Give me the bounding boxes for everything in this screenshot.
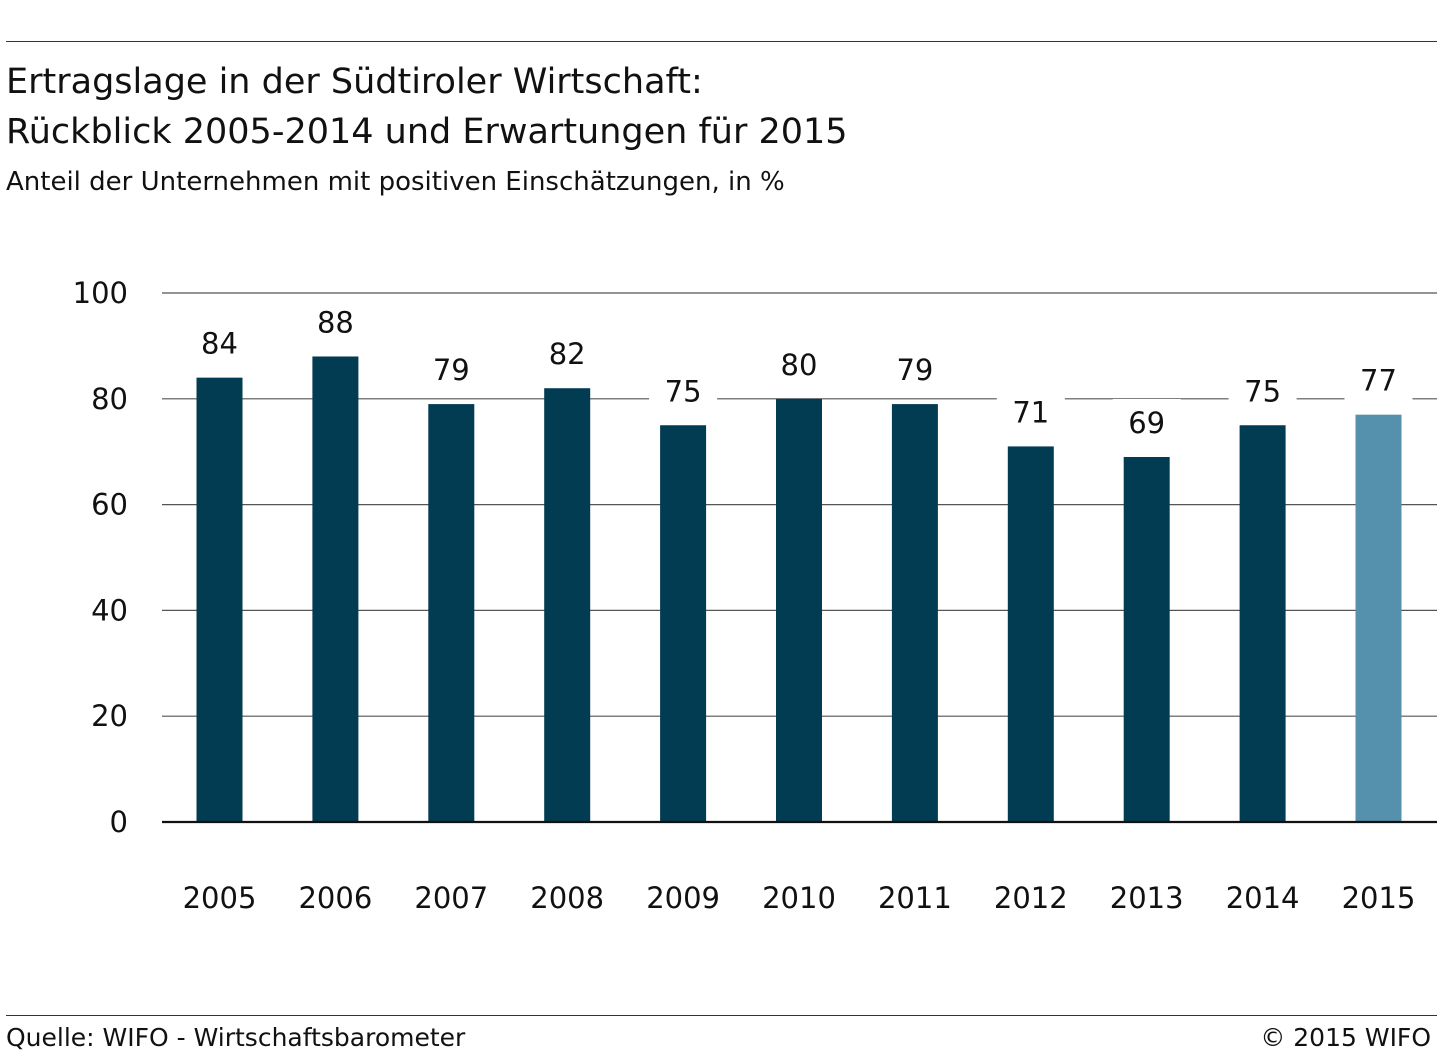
x-tick-label-2009: 2009 — [646, 881, 720, 915]
y-tick-label: 80 — [91, 382, 128, 416]
data-labels: 84 88 79 82 75 80 79 71 69 75 77 — [185, 298, 1413, 445]
x-tick-label-2005: 2005 — [183, 881, 257, 915]
x-tick-label-2010: 2010 — [762, 881, 836, 915]
bar-2005 — [196, 377, 243, 822]
data-label-backdrop — [880, 346, 949, 393]
bar-2012 — [1007, 446, 1054, 822]
source-note: Quelle: WIFO - Wirtschaftsbarometer — [6, 1023, 466, 1052]
bar-2007 — [428, 404, 475, 822]
data-label-2009: 75 — [665, 374, 702, 408]
x-tick-label-2015: 2015 — [1342, 881, 1416, 915]
data-label-2006: 88 — [317, 305, 354, 339]
data-label-2015: 77 — [1360, 364, 1397, 398]
data-label-backdrop — [765, 340, 833, 387]
bar-2014 — [1239, 425, 1286, 822]
data-label-2005: 84 — [201, 327, 238, 361]
bar-2009 — [660, 425, 707, 822]
bars — [196, 356, 1402, 822]
data-label-2008: 82 — [549, 337, 586, 371]
chart-subtitle: Anteil der Unternehmen mit positiven Ein… — [6, 167, 785, 197]
y-axis-ticks: 0 20 40 60 80 100 — [73, 276, 128, 839]
data-label-backdrop — [185, 319, 254, 366]
bar-2006 — [312, 356, 359, 822]
bottom-rule — [6, 1015, 1437, 1016]
y-tick-label: 40 — [91, 593, 128, 627]
top-rule — [6, 41, 1437, 42]
bar-2008 — [544, 388, 591, 822]
bar-chart: 0 20 40 60 80 100 84 88 79 82 75 80 79 71 69 75 77 2005… — [73, 276, 1437, 915]
y-tick-label: 100 — [73, 276, 128, 310]
x-tick-label-2014: 2014 — [1226, 881, 1300, 915]
data-label-backdrop — [1112, 398, 1181, 445]
x-axis-ticks: 2005 2006 2007 2008 2009 2010 2011 2012 2013 2014… — [183, 881, 1416, 915]
data-label-backdrop — [533, 330, 602, 377]
x-tick-label-2007: 2007 — [414, 881, 488, 915]
bar-2011 — [891, 404, 938, 822]
x-tick-label-2006: 2006 — [298, 881, 372, 915]
y-tick-label: 60 — [91, 488, 128, 522]
bar-2013 — [1123, 456, 1170, 822]
data-label-backdrop — [301, 298, 370, 345]
data-label-backdrop — [417, 346, 486, 393]
data-label-backdrop — [996, 388, 1065, 435]
bar-2015 — [1355, 414, 1402, 822]
data-label-2010: 80 — [781, 348, 818, 382]
x-tick-label-2011: 2011 — [878, 881, 952, 915]
y-tick-label: 20 — [91, 699, 128, 733]
data-label-backdrop — [1344, 356, 1413, 403]
data-label-2012: 71 — [1012, 395, 1049, 429]
data-label-backdrop — [1228, 367, 1297, 414]
data-label-2014: 75 — [1244, 374, 1281, 408]
copyright-note: © 2015 WIFO — [1260, 1023, 1431, 1052]
y-tick-label: 0 — [110, 805, 128, 839]
x-tick-label-2013: 2013 — [1110, 881, 1184, 915]
x-tick-label-2008: 2008 — [530, 881, 604, 915]
x-tick-label-2012: 2012 — [994, 881, 1068, 915]
data-label-2013: 69 — [1128, 406, 1165, 440]
data-label-2007: 79 — [433, 353, 470, 387]
chart-title-line-1: Ertragslage in der Südtiroler Wirtschaft… — [6, 62, 703, 102]
chart-title-line-2: Rückblick 2005-2014 und Erwartungen für … — [6, 112, 848, 152]
data-label-backdrop — [649, 367, 718, 414]
bar-2010 — [776, 398, 822, 822]
data-label-2011: 79 — [896, 353, 933, 387]
